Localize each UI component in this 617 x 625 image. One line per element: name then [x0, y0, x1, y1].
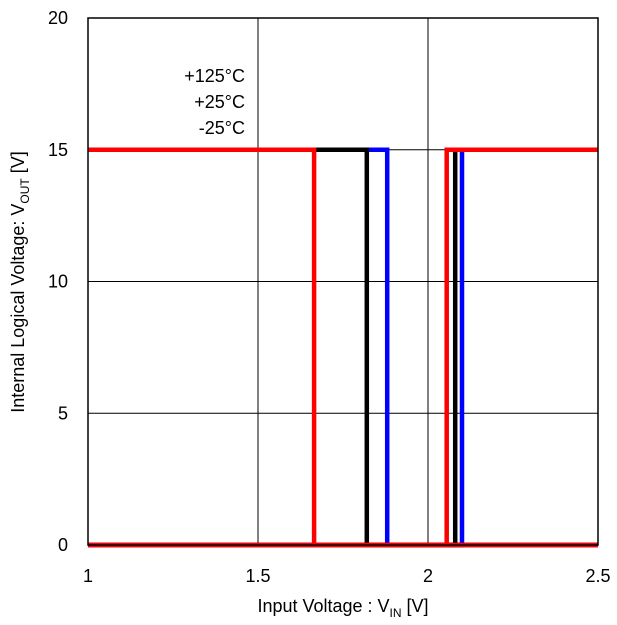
x-tick-label: 1.5 — [245, 566, 270, 586]
annotation-125c: +125°C — [184, 66, 245, 86]
grid-lines — [88, 18, 598, 545]
series-1-rising-line — [88, 147, 598, 548]
x-axis-label-subscript: IN — [390, 606, 402, 620]
y-tick-label: 15 — [48, 140, 68, 160]
x-tick-label: 2 — [423, 566, 433, 586]
x-axis-label: Input Voltage : VIN [V] — [257, 596, 428, 620]
y-axis-ticks: 0 5 10 15 20 — [48, 8, 68, 555]
series-2-falling-line — [88, 147, 598, 548]
plot-area-frame — [87, 17, 599, 546]
series-1-falling-line — [88, 147, 598, 548]
series-2-rising-line — [88, 147, 598, 548]
x-axis-label-main: Input Voltage : V — [257, 596, 389, 616]
y-tick-label: 5 — [58, 403, 68, 423]
x-tick-label: 2.5 — [585, 566, 610, 586]
y-tick-label: 10 — [48, 272, 68, 292]
annotation-minus25c: -25°C — [199, 118, 245, 138]
series-0-falling-line — [88, 147, 598, 548]
series-lines — [88, 147, 598, 548]
x-tick-label: 1 — [83, 566, 93, 586]
annotation-25c: +25°C — [194, 92, 245, 112]
y-axis-label: Internal Logical Voltage: VOUT [V] — [8, 151, 32, 413]
y-axis-label-unit: [V] — [8, 151, 28, 178]
y-tick-label: 0 — [58, 535, 68, 555]
y-tick-label: 20 — [48, 8, 68, 28]
y-axis-label-subscript: OUT — [18, 178, 32, 204]
y-axis-label-main: Internal Logical Voltage: V — [8, 204, 28, 413]
x-axis-ticks: 1 1.5 2 2.5 — [83, 566, 611, 586]
series-0-rising-line — [88, 147, 598, 548]
x-axis-label-unit: [V] — [402, 596, 429, 616]
